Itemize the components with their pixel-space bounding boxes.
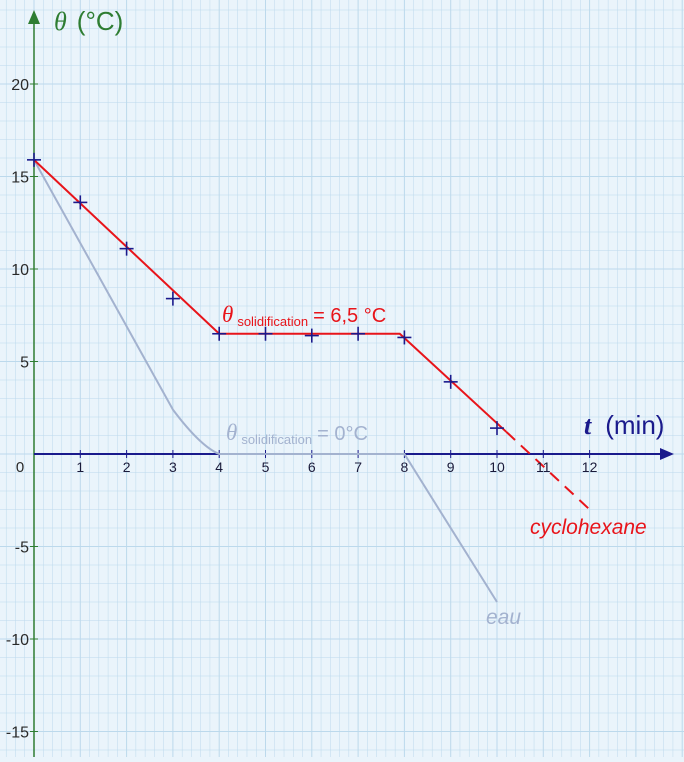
y-tick-label: 10 — [11, 262, 29, 279]
series-label-cyclohexane: cyclohexane — [530, 516, 647, 539]
data-point — [119, 241, 134, 256]
data-point — [165, 291, 180, 306]
y-axis-title: θ (°C) — [54, 6, 123, 36]
x-axis-title: t (min) — [584, 410, 664, 440]
series — [27, 152, 591, 603]
data-point — [73, 195, 88, 210]
y-tick-label: -5 — [15, 540, 29, 557]
x-tick-label: 11 — [536, 459, 551, 475]
data-point — [490, 421, 504, 436]
data-point — [351, 326, 366, 341]
x-tick-label: 5 — [262, 459, 270, 475]
x-tick-label: 10 — [489, 459, 505, 475]
y-tick-label: -15 — [6, 725, 29, 742]
x-tick-label: 12 — [582, 459, 598, 475]
annotation-solidification-cyclohexane: θ solidification = 6,5 °C — [222, 302, 386, 329]
x-tick-label: 1 — [76, 459, 84, 475]
data-point — [304, 328, 319, 343]
x-tick-label: 2 — [123, 459, 131, 475]
data-point — [212, 326, 227, 341]
x-tick-label: 6 — [308, 459, 316, 475]
x-tick-label: 4 — [215, 459, 223, 475]
y-tick-label: 15 — [11, 170, 29, 187]
x-tick-label: 3 — [169, 459, 177, 475]
eau-curve — [33, 159, 498, 603]
y-tick-label: 5 — [20, 355, 29, 372]
x-axis-arrow — [660, 448, 674, 460]
origin-label: 0 — [16, 459, 24, 476]
y-tick-label: 20 — [11, 77, 29, 94]
data-point — [397, 330, 412, 345]
x-tick-label: 9 — [447, 459, 455, 475]
y-axis-arrow — [28, 10, 40, 24]
annotation-solidification-eau: θ solidification = 0°C — [226, 420, 368, 447]
series-label-eau: eau — [486, 606, 521, 629]
data-point — [443, 374, 458, 389]
y-tick-label: -10 — [6, 632, 29, 649]
data-point — [258, 326, 273, 341]
x-tick-label: 7 — [354, 459, 362, 475]
x-tick-label: 8 — [401, 459, 409, 475]
data-point — [27, 152, 41, 167]
